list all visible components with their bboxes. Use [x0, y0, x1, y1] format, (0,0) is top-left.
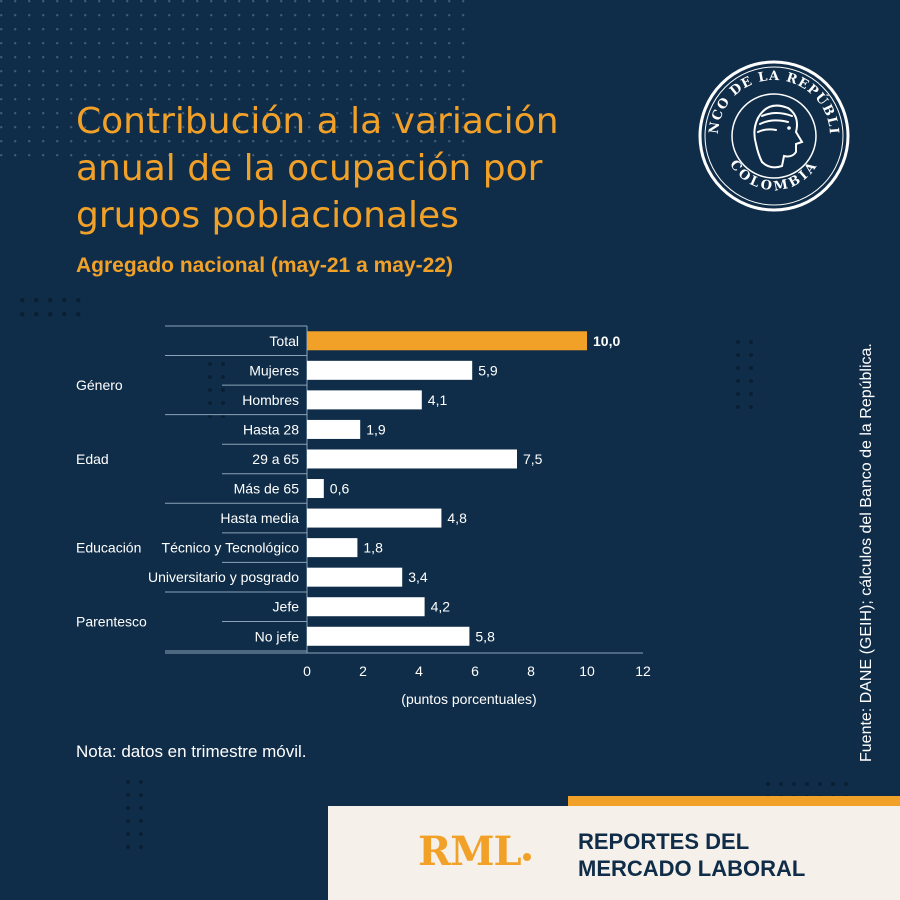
data-label: 3,4	[408, 569, 428, 585]
category-label: No jefe	[255, 628, 300, 644]
decorative-dot-column-bottom	[126, 780, 152, 863]
data-label: 4,8	[447, 510, 467, 526]
category-label: Técnico y Tecnológico	[162, 540, 300, 556]
x-tick-label: 2	[359, 663, 367, 679]
bar	[307, 390, 422, 410]
data-label: 10,0	[593, 333, 620, 349]
category-label: Universitario y posgrado	[148, 569, 299, 585]
footer-title-line2: MERCADO LABORAL	[578, 856, 806, 881]
x-tick-label: 4	[415, 663, 423, 679]
x-axis-title: (puntos porcentuales)	[401, 691, 536, 707]
x-tick-label: 8	[527, 663, 535, 679]
rml-logo-dot-icon	[522, 853, 531, 861]
group-label: Edad	[76, 451, 109, 467]
x-tick-label: 6	[471, 663, 479, 679]
category-label: Hombres	[242, 392, 299, 408]
bar	[307, 538, 358, 558]
category-label: Total	[269, 333, 299, 349]
bar	[307, 449, 517, 469]
data-label: 5,9	[478, 362, 498, 378]
category-label: Hasta media	[220, 510, 299, 526]
bar	[307, 479, 324, 499]
footer-banner: RML REPORTES DEL MERCADO LABORAL	[328, 806, 900, 900]
bar	[307, 626, 470, 646]
x-tick-label: 10	[579, 663, 595, 679]
data-label: 1,8	[363, 540, 383, 556]
data-label: 1,9	[366, 421, 386, 437]
decorative-dot-column-right	[736, 340, 762, 423]
bar	[307, 360, 473, 380]
rml-logo-text: RML	[418, 828, 522, 875]
group-label: Educación	[76, 540, 141, 556]
chart-title: Contribución a la variación anual de la …	[76, 101, 559, 236]
x-tick-label: 12	[635, 663, 651, 679]
group-label: Parentesco	[76, 614, 147, 630]
footer-accent-bar	[568, 796, 900, 806]
bar	[307, 508, 442, 528]
footer-title-line1: REPORTES DEL	[578, 829, 750, 854]
rml-logo: RML	[418, 828, 531, 875]
category-label: 29 a 65	[252, 451, 299, 467]
category-label: Más de 65	[234, 481, 300, 497]
chart-subtitle: Agregado nacional (may-21 a may-22)	[76, 254, 453, 277]
group-label: Género	[76, 377, 123, 393]
footer-title: REPORTES DEL MERCADO LABORAL	[578, 828, 805, 882]
category-label: Mujeres	[249, 362, 299, 378]
bar	[307, 567, 403, 587]
data-label: 4,2	[431, 599, 451, 615]
note-text: Nota: datos en trimestre móvil.	[76, 742, 307, 761]
bar	[307, 419, 361, 439]
decorative-dot-grid-top-left	[0, 0, 476, 173]
category-label: Jefe	[273, 599, 300, 615]
data-label: 4,1	[428, 392, 448, 408]
category-label: Hasta 28	[243, 421, 299, 437]
bar	[307, 331, 587, 351]
seal-profile-icon: BANCO DE LA REPÚBLICA COLOMBIA	[696, 58, 850, 212]
data-label: 0,6	[330, 481, 350, 497]
data-label: 7,5	[523, 451, 543, 467]
data-label: 5,8	[475, 628, 495, 644]
decorative-dot-cluster-left	[20, 298, 90, 331]
source-text: Fuente: DANE (GEIH); cálculos del Banco …	[858, 343, 875, 762]
bar	[307, 597, 425, 617]
x-tick-label: 0	[303, 663, 311, 679]
